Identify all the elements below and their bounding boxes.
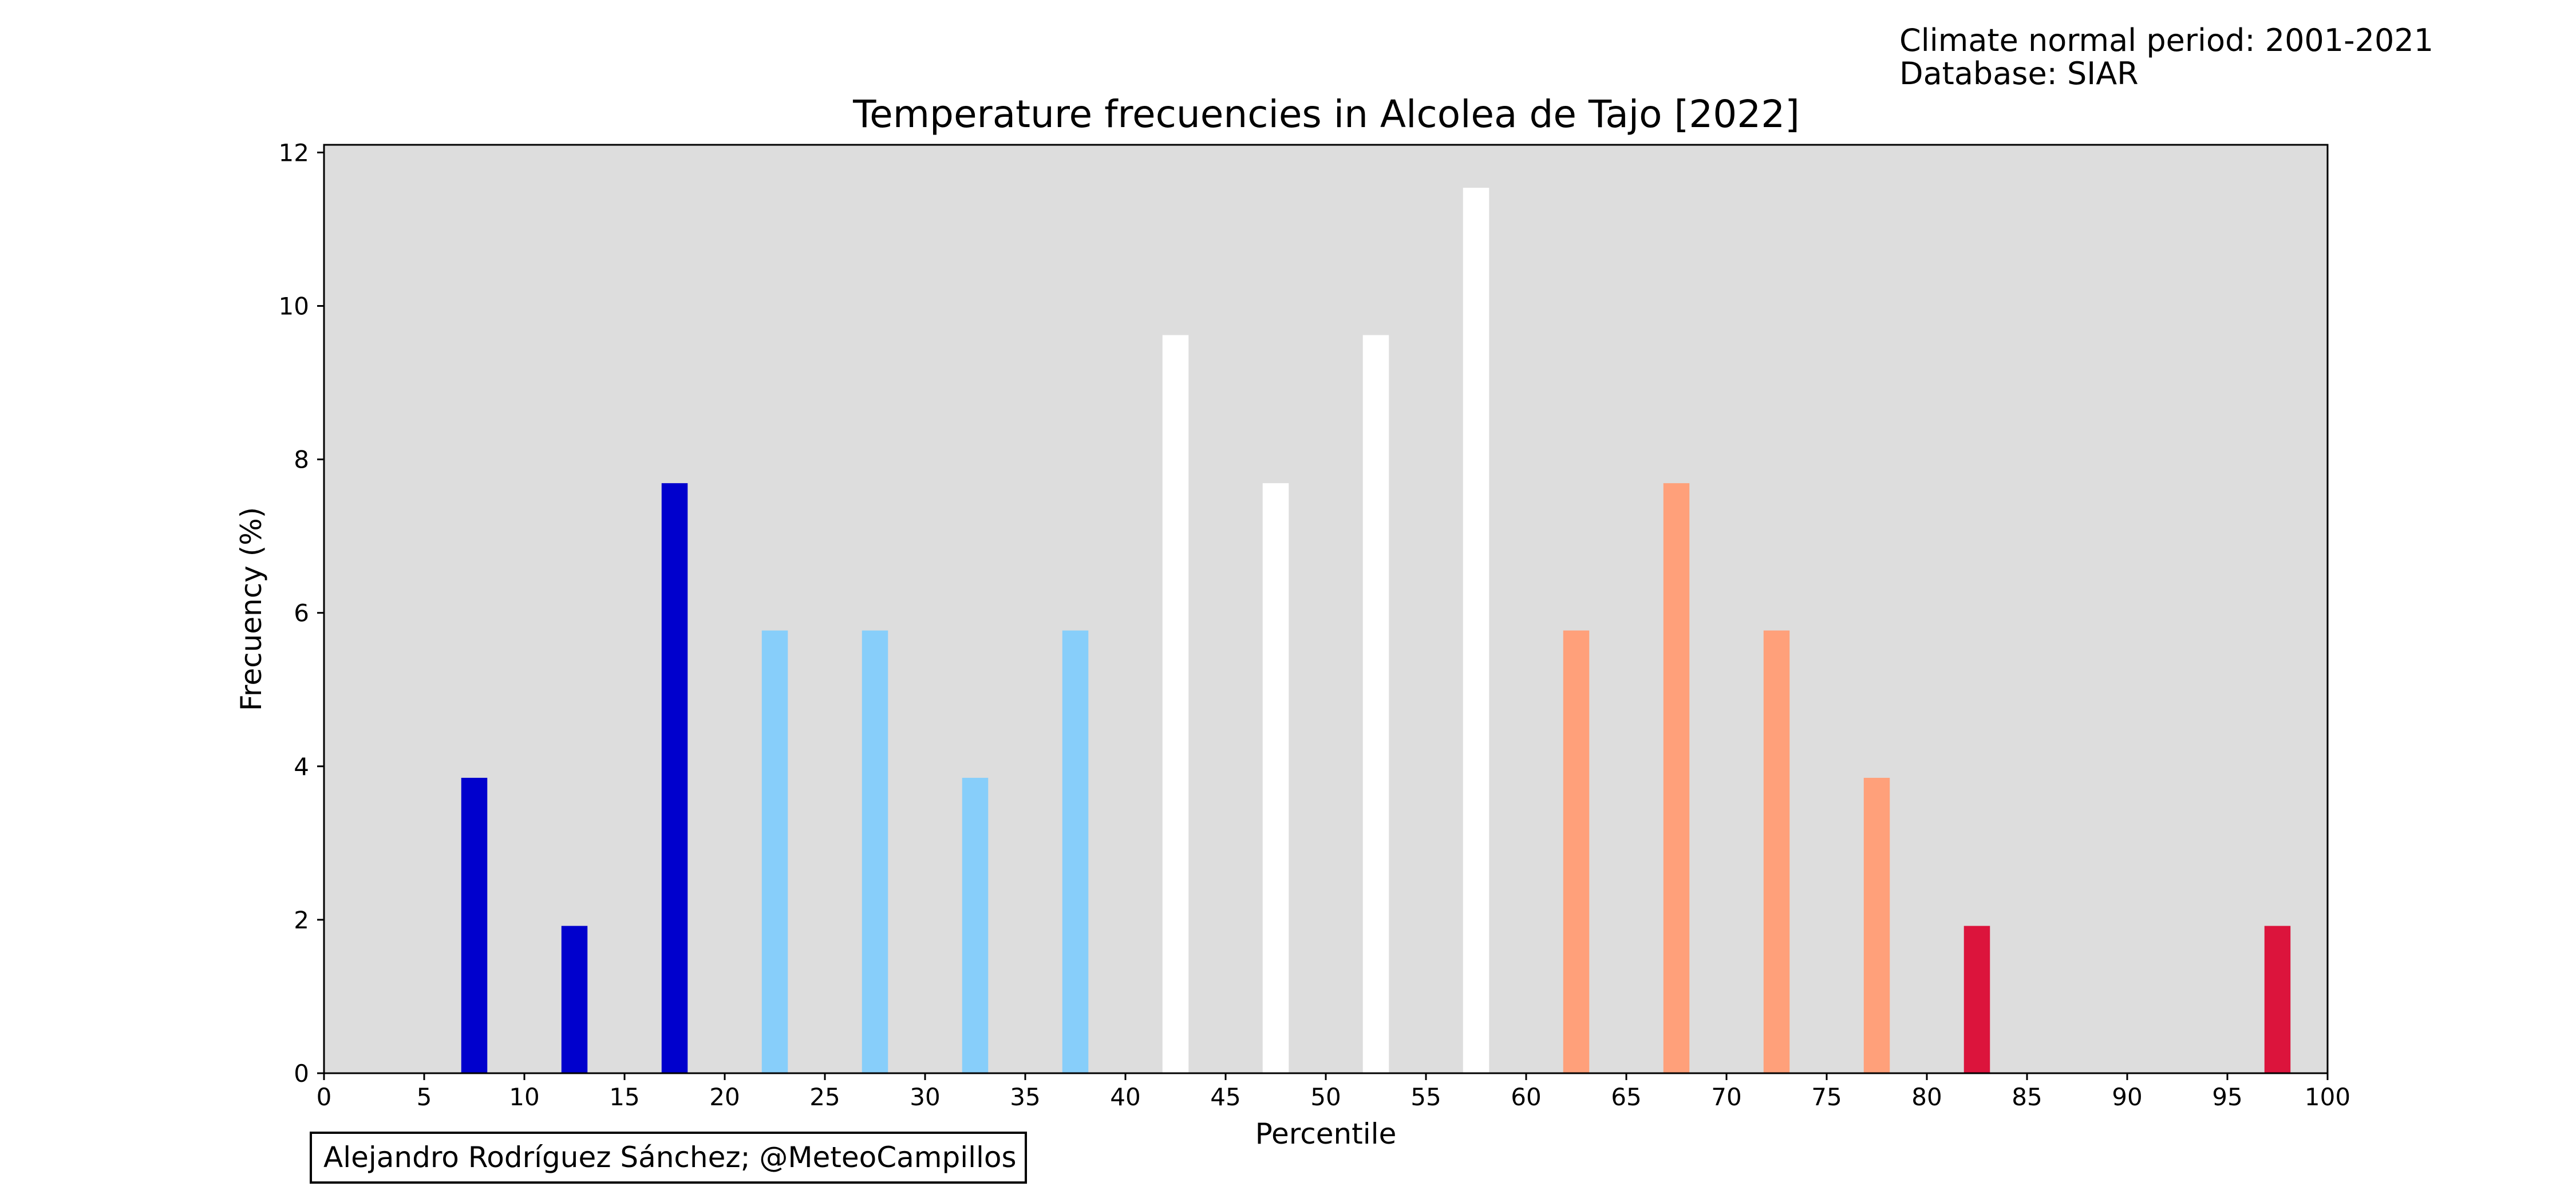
bar-p32.5 (962, 777, 989, 1073)
bar-p62.5 (1563, 630, 1590, 1073)
bar-p37.5 (1062, 630, 1089, 1073)
x-axis-label: Percentile (1255, 1117, 1397, 1150)
x-tick-label: 85 (2012, 1083, 2042, 1111)
y-tick-label: 0 (294, 1059, 309, 1088)
x-tick-label: 5 (417, 1083, 432, 1111)
x-ticks: 0 5 10 15 20 25 30 35 40 45 50 55 60 65 70 75 80 85 90 95 10… (317, 1073, 2350, 1111)
y-tick-label: 12 (279, 139, 309, 167)
bar-p52.5 (1362, 335, 1389, 1073)
x-tick-label: 90 (2112, 1083, 2142, 1111)
bar-p7.5 (461, 777, 488, 1073)
y-tick-label: 6 (294, 599, 309, 627)
chart-info: Climate normal period: 2001-2021 Databas… (1899, 24, 2433, 90)
x-tick-label: 10 (509, 1083, 539, 1111)
x-tick-label: 50 (1310, 1083, 1341, 1111)
bar-p82.5 (1963, 926, 1990, 1073)
bar-p97.5 (2264, 926, 2291, 1073)
bar-p42.5 (1162, 335, 1189, 1073)
x-tick-label: 25 (809, 1083, 840, 1111)
y-tick-label: 8 (294, 446, 309, 474)
normal-period-label: Climate normal period: 2001-2021 (1899, 22, 2434, 58)
x-tick-label: 100 (2305, 1083, 2350, 1111)
bar-p57.5 (1463, 188, 1490, 1074)
x-tick-label: 60 (1511, 1083, 1541, 1111)
x-tick-label: 75 (1811, 1083, 1842, 1111)
x-tick-label: 45 (1210, 1083, 1240, 1111)
x-tick-label: 30 (910, 1083, 940, 1111)
bar-p72.5 (1763, 630, 1790, 1073)
y-ticks: 0 2 4 6 8 10 12 (279, 139, 324, 1088)
bar-p77.5 (1863, 777, 1890, 1073)
x-tick-label: 15 (609, 1083, 639, 1111)
chart-title: Temperature frecuencies in Alcolea de Ta… (852, 92, 1800, 136)
bars (461, 188, 2291, 1074)
x-tick-label: 55 (1411, 1083, 1441, 1111)
y-tick-label: 2 (294, 906, 309, 934)
x-tick-label: 40 (1110, 1083, 1140, 1111)
bar-p17.5 (661, 483, 688, 1073)
y-tick-label: 4 (294, 753, 309, 781)
y-tick-label: 10 (279, 292, 309, 321)
x-tick-label: 35 (1010, 1083, 1040, 1111)
bar-p27.5 (862, 630, 888, 1073)
plot-area (324, 145, 2328, 1073)
y-axis-label: Frecuency (%) (235, 507, 268, 711)
x-tick-label: 95 (2212, 1083, 2242, 1111)
bar-p67.5 (1663, 483, 1690, 1073)
x-tick-label: 70 (1711, 1083, 1741, 1111)
x-tick-label: 20 (709, 1083, 740, 1111)
bar-p12.5 (561, 926, 588, 1073)
x-tick-label: 80 (1911, 1083, 1942, 1111)
x-tick-label: 0 (317, 1083, 332, 1111)
bar-p47.5 (1262, 483, 1289, 1073)
author-credit: Alejandro Rodríguez Sánchez; @MeteoCampi… (310, 1132, 1027, 1184)
x-tick-label: 65 (1611, 1083, 1641, 1111)
database-label: Database: SIAR (1899, 56, 2139, 92)
bar-p22.5 (761, 630, 788, 1073)
